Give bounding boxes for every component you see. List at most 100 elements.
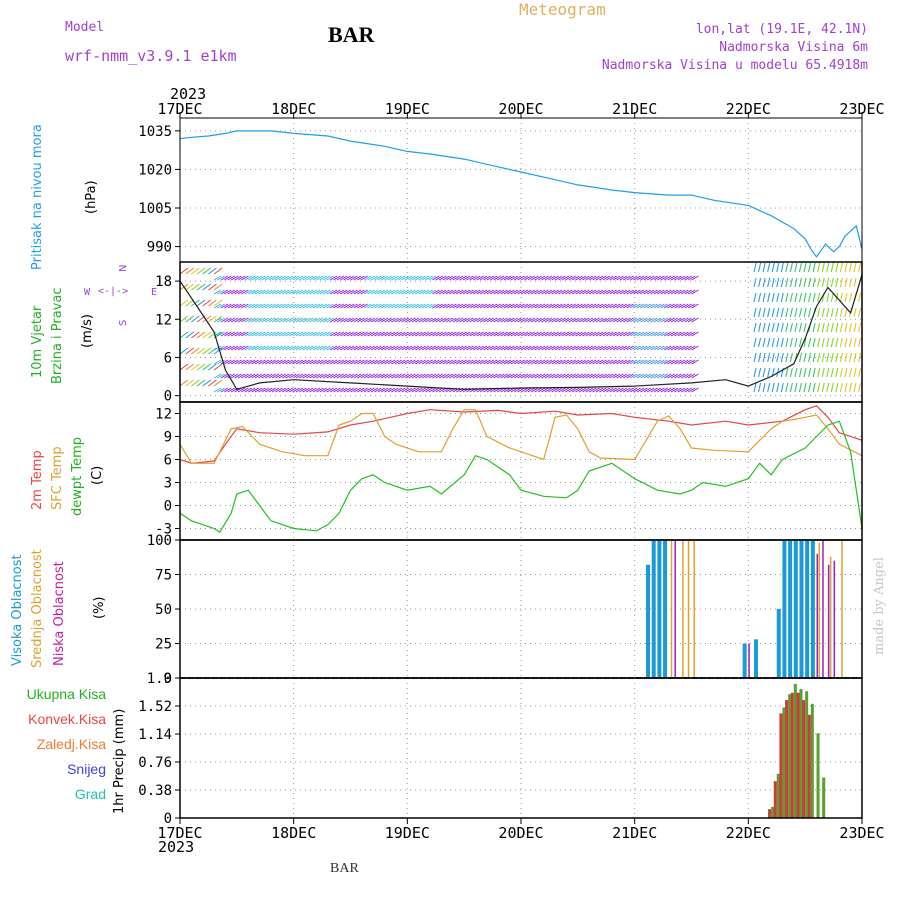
wind-barb: [537, 331, 546, 337]
wind-barb: [803, 367, 807, 378]
wind-barb: [288, 345, 297, 351]
wind-barb: [575, 289, 583, 295]
wind-barb: [292, 359, 300, 365]
wind-barb: [237, 387, 246, 393]
wind-barb: [363, 275, 372, 281]
wind-barb: [776, 352, 780, 363]
wind-barb: [251, 387, 259, 393]
wind-barb: [350, 345, 358, 351]
wind-barb: [394, 317, 403, 323]
wind-barb: [473, 303, 481, 309]
wind-barb: [404, 289, 413, 295]
wind-barb: [230, 373, 239, 379]
wind-barb: [302, 289, 311, 295]
wind-barb: [663, 387, 672, 393]
wind-barb: [844, 322, 848, 333]
wind-barb: [585, 387, 594, 393]
wind-barb: [428, 359, 437, 365]
wind-barb: [425, 373, 433, 379]
wind-barb: [425, 303, 433, 309]
wind-barb: [302, 345, 311, 351]
wind-barb: [268, 359, 276, 365]
wind-barb: [336, 303, 345, 309]
wind-barb: [282, 359, 290, 365]
wind-barb: [217, 275, 225, 281]
wind-barb: [449, 373, 457, 379]
wind-barb: [271, 359, 280, 365]
wind-barb: [808, 277, 812, 288]
wind-barb: [449, 289, 457, 295]
wind-barb: [208, 331, 217, 339]
wind-barb: [835, 352, 839, 363]
wind-barb: [599, 345, 607, 351]
wind-barb: [384, 303, 392, 309]
wind-barb: [667, 387, 675, 393]
wind-barb: [684, 317, 692, 323]
wind-barb: [435, 275, 443, 281]
wind-barb: [663, 345, 672, 351]
wind-barb: [684, 359, 692, 365]
wind-barb: [316, 373, 324, 379]
wind-barb: [758, 307, 762, 318]
wind-barb: [609, 359, 617, 365]
wind-barb: [237, 275, 246, 281]
station-title: BAR: [328, 22, 375, 47]
wind-barb: [213, 289, 222, 295]
wind-barb: [432, 331, 440, 337]
wind-barb: [217, 359, 225, 365]
wind-barb: [599, 359, 607, 365]
bar-visoka-oblacnost: [646, 564, 651, 678]
wind-barb: [544, 331, 553, 337]
wind-barb: [817, 307, 821, 318]
wind-barb: [830, 382, 834, 393]
wind-barb: [687, 275, 696, 281]
wind-barb: [640, 373, 648, 379]
wind-barb: [261, 373, 270, 379]
wind-barb: [380, 317, 389, 323]
wind-barb: [585, 275, 594, 281]
wind-barb: [844, 277, 848, 288]
wind-barb: [821, 367, 825, 378]
wind-barb: [360, 345, 368, 351]
wind-barb: [681, 303, 689, 309]
wind-barb: [220, 275, 229, 281]
wind-barb: [663, 289, 672, 295]
wind-barb: [839, 292, 843, 303]
wind-barb: [789, 352, 793, 363]
wind-barb: [473, 345, 481, 351]
wind-barb: [568, 373, 576, 379]
wind-barb: [513, 317, 522, 323]
y-tick-label: 1.9: [147, 671, 172, 687]
wind-barb: [343, 289, 351, 295]
wind-barb: [479, 345, 488, 351]
wind-barb: [473, 331, 481, 337]
wind-barb: [350, 373, 358, 379]
wind-barb: [326, 387, 334, 393]
wind-barb: [762, 322, 766, 333]
wind-barb: [237, 345, 246, 351]
wind-barb: [305, 289, 314, 295]
wind-barb: [585, 331, 594, 337]
wind-barb: [753, 322, 757, 333]
wind-barb: [208, 283, 217, 291]
bar-srednja-oblacnost: [841, 540, 843, 678]
wind-barb: [265, 373, 273, 379]
wind-barb: [681, 345, 689, 351]
wind-barb: [275, 289, 283, 295]
wind-barb: [575, 331, 583, 337]
wind-barb: [254, 387, 263, 393]
wind-barb: [350, 289, 358, 295]
wind-barb: [558, 345, 566, 351]
bar-konvek-kisa: [768, 809, 772, 818]
wind-barb: [483, 275, 491, 281]
wind-barb: [442, 275, 450, 281]
wind-barb: [551, 275, 559, 281]
wind-barb: [541, 387, 549, 393]
wind-barb: [510, 289, 519, 295]
wind-barb: [370, 317, 379, 323]
wind-barb: [202, 331, 212, 339]
wind-barb: [650, 373, 658, 379]
x-tick-label-top: 23DEC: [839, 100, 884, 118]
wind-barb: [527, 359, 536, 365]
wind-barb: [319, 331, 328, 337]
